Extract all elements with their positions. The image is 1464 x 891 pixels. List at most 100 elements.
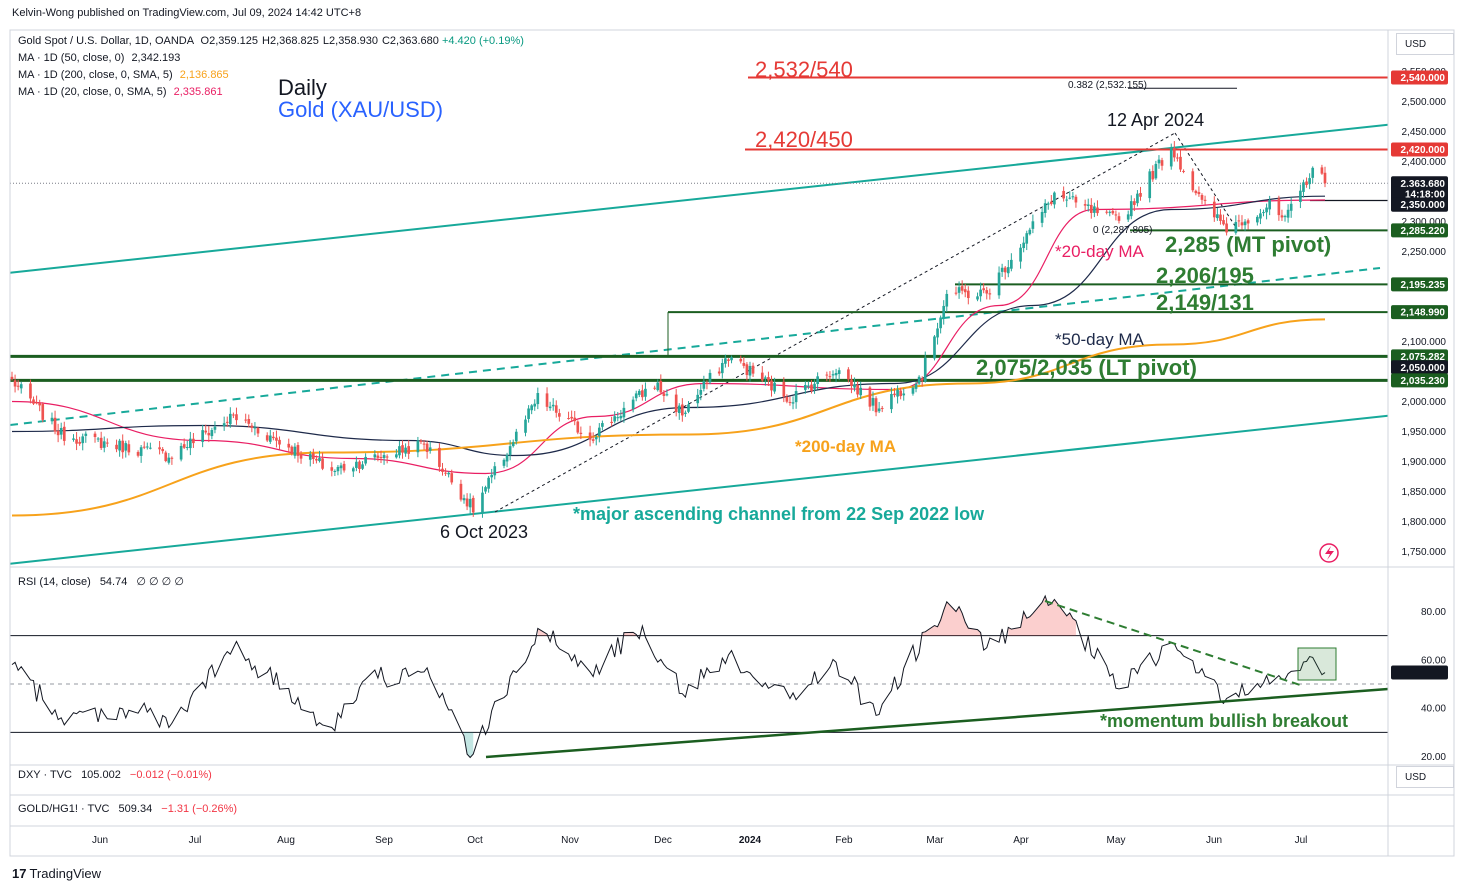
candle <box>570 410 573 423</box>
candle <box>225 416 229 427</box>
candle <box>551 398 555 411</box>
rsi-tick-label: 80.00 <box>1421 607 1446 618</box>
ma20-legend[interactable]: MA · 1D (20, close, 0, SMA, 5) 2,335.861 <box>18 86 223 98</box>
candle-body <box>265 435 269 441</box>
candle <box>1311 166 1315 184</box>
candle <box>1234 215 1238 235</box>
candle-body <box>1065 199 1069 201</box>
price-badge-label: 2,350.000 <box>1401 200 1446 211</box>
candle <box>659 374 663 395</box>
candle <box>893 388 896 398</box>
candle <box>96 437 100 443</box>
candle-body <box>511 442 515 447</box>
candle-body <box>1074 196 1078 203</box>
gold-copper-legend[interactable]: GOLD/HG1! · TVC 509.34 −1.31 (−0.26%) <box>18 803 237 815</box>
candle-body <box>742 363 746 366</box>
candle-body <box>1050 201 1053 204</box>
candle <box>791 396 795 410</box>
candle <box>244 413 248 424</box>
candle <box>644 382 647 401</box>
symbol-legend[interactable]: Gold Spot / U.S. Dollar, 1D, OANDA O2,35… <box>18 35 524 47</box>
candle-body <box>828 376 832 378</box>
candle <box>717 367 721 376</box>
rsi-overbought-fill <box>922 601 981 636</box>
rsi-legend[interactable]: RSI (14, close) 54.74 ∅ ∅ ∅ ∅ <box>18 575 184 588</box>
price-badge <box>1391 176 1448 191</box>
time-axis-label: May <box>1106 835 1126 846</box>
ma200-legend[interactable]: MA · 1D (200, close, 0, SMA, 5) 2,136.86… <box>18 69 229 81</box>
candle <box>318 450 321 463</box>
candle <box>871 391 875 412</box>
candle <box>760 366 764 383</box>
candle <box>490 468 494 484</box>
candle-body <box>84 433 88 436</box>
rsi-tick-label: 60.00 <box>1421 655 1446 666</box>
candle-body <box>1117 216 1121 221</box>
candle <box>868 386 872 411</box>
ma50-legend[interactable]: MA · 1D (50, close, 0) 2,342.193 <box>18 52 180 64</box>
candle <box>358 460 361 474</box>
candle-body <box>899 390 902 397</box>
price-tick-label: 2,500.000 <box>1402 97 1447 108</box>
candle-body <box>179 445 183 460</box>
candle <box>351 466 355 477</box>
candle-body <box>597 427 601 437</box>
candle <box>487 475 490 493</box>
candle <box>228 407 232 428</box>
candle <box>601 420 604 431</box>
candle <box>874 396 878 417</box>
candle <box>1265 203 1268 220</box>
candle-body <box>1240 222 1244 226</box>
candle <box>438 443 441 472</box>
candle <box>1068 191 1072 200</box>
time-axis-label: Jul <box>1294 835 1308 846</box>
tradingview-logo[interactable]: 17 TradingView <box>12 866 101 881</box>
candle <box>78 436 81 446</box>
candle-body <box>1111 210 1115 214</box>
candle-body <box>920 378 924 381</box>
candle-body <box>1262 212 1265 214</box>
candle <box>484 485 487 494</box>
candle <box>985 286 989 300</box>
candle-body <box>1191 171 1195 191</box>
candle-body <box>149 447 152 449</box>
candle-body <box>16 385 20 387</box>
candle <box>441 462 444 476</box>
candle <box>656 379 660 392</box>
candle <box>361 461 364 471</box>
price-currency-button[interactable]: USD <box>1396 33 1454 55</box>
candle <box>687 401 690 414</box>
candle-body <box>210 430 214 437</box>
candle-body <box>985 290 989 294</box>
candle-body <box>493 466 497 476</box>
candle-body <box>1136 193 1139 204</box>
candle-body <box>868 387 872 407</box>
candle-body <box>751 365 755 374</box>
price-tick-label: 1,850.000 <box>1402 487 1447 498</box>
candle-body <box>570 416 573 419</box>
candle-body <box>745 364 749 376</box>
dxy-legend[interactable]: DXY · TVC 105.002 −0.012 (−0.01%) <box>18 769 212 781</box>
candle-body <box>1234 222 1238 233</box>
rsi-support-trendline <box>485 687 1389 759</box>
candle <box>674 388 678 417</box>
fib-0-label: 0 (2,287.805) <box>1093 225 1153 236</box>
candle-body <box>705 382 709 384</box>
candle-body <box>1246 220 1250 224</box>
dxy-value: 105.002 <box>81 769 121 781</box>
candle-body <box>490 474 494 478</box>
candle <box>807 381 810 390</box>
candle-body <box>50 417 54 422</box>
candle <box>527 405 530 423</box>
candle-body <box>1308 178 1311 185</box>
candle-body <box>505 454 509 462</box>
rsi-value: 54.74 <box>99 576 128 588</box>
candle <box>727 358 730 367</box>
candle <box>118 438 121 457</box>
candle-body <box>395 454 398 458</box>
candle-body <box>385 456 389 458</box>
candle-body <box>699 389 703 395</box>
candle <box>278 436 281 450</box>
candle <box>145 442 149 450</box>
